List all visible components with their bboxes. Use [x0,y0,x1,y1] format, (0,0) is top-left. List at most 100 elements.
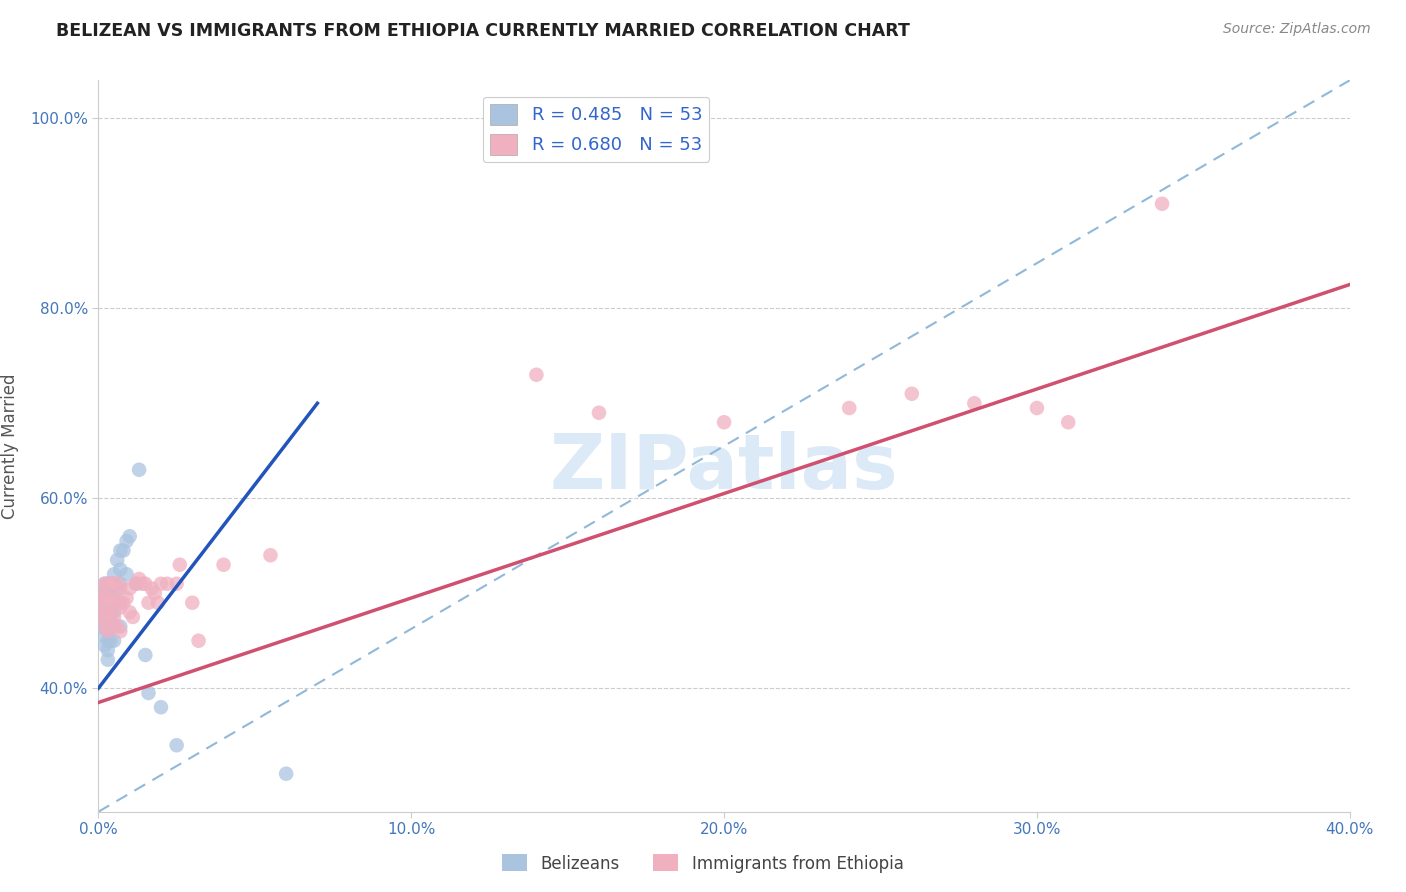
Point [93,596,115,610]
Point [100,596,122,610]
Point [115,591,138,605]
Point [212,558,235,572]
Point [110,582,132,596]
Point [100,619,122,633]
Point [128,463,150,477]
Point [103,619,125,633]
Point [131,576,153,591]
Point [100,576,122,591]
Point [963,396,986,410]
Point [121,610,143,624]
Point [115,533,138,548]
Point [156,576,179,591]
Point [97,605,120,619]
Point [134,648,156,662]
Text: ZIPatlas: ZIPatlas [550,431,898,505]
Point [97,633,120,648]
Point [103,567,125,582]
Point [713,415,735,429]
Point [97,605,120,619]
Point [97,586,120,600]
Point [103,633,125,648]
Point [93,605,115,619]
Point [93,576,115,591]
Point [1152,196,1174,211]
Point [181,596,204,610]
Point [90,619,112,633]
Point [90,586,112,600]
Point [105,553,128,567]
Point [112,596,135,610]
Point [900,386,922,401]
Point [97,624,120,639]
Point [112,543,135,558]
Point [588,406,610,420]
Point [97,582,120,596]
Point [110,596,132,610]
Point [138,596,160,610]
Point [187,633,209,648]
Point [93,576,115,591]
Point [100,605,122,619]
Text: Source: ZipAtlas.com: Source: ZipAtlas.com [1223,22,1371,37]
Point [90,610,112,624]
Point [97,591,120,605]
Point [97,576,120,591]
Point [93,586,115,600]
Legend: R = 0.485   N = 53, R = 0.680   N = 53: R = 0.485 N = 53, R = 0.680 N = 53 [482,96,710,161]
Point [103,576,125,591]
Point [90,596,112,610]
Point [128,572,150,586]
Point [143,586,166,600]
Point [110,576,132,591]
Point [97,653,120,667]
Point [100,633,122,648]
Point [97,624,120,639]
Point [103,591,125,605]
Point [115,567,138,582]
Point [1057,415,1080,429]
Point [100,596,122,610]
Point [141,582,163,596]
Point [125,576,148,591]
Point [118,605,141,619]
Point [134,576,156,591]
Point [90,596,112,610]
Point [118,582,141,596]
Point [97,576,120,591]
Point [93,639,115,653]
Point [97,596,120,610]
Point [90,586,112,600]
Point [166,576,188,591]
Point [103,591,125,605]
Point [105,596,128,610]
Point [1026,401,1049,415]
Point [97,591,120,605]
Point [150,700,173,714]
Point [93,610,115,624]
Point [259,548,281,562]
Point [110,543,132,558]
Point [90,600,112,615]
Y-axis label: Currently Married: Currently Married [1,373,18,519]
Point [103,576,125,591]
Point [97,615,120,629]
Point [105,619,128,633]
Point [138,686,160,700]
Point [110,562,132,576]
Point [118,529,141,543]
Point [93,619,115,633]
Point [93,619,115,633]
Point [150,576,173,591]
Point [110,619,132,633]
Point [146,596,169,610]
Point [838,401,860,415]
Text: BELIZEAN VS IMMIGRANTS FROM ETHIOPIA CURRENTLY MARRIED CORRELATION CHART: BELIZEAN VS IMMIGRANTS FROM ETHIOPIA CUR… [56,22,910,40]
Point [105,576,128,591]
Point [110,624,132,639]
Point [103,605,125,619]
Point [100,615,122,629]
Point [100,576,122,591]
Point [97,643,120,657]
Point [125,576,148,591]
